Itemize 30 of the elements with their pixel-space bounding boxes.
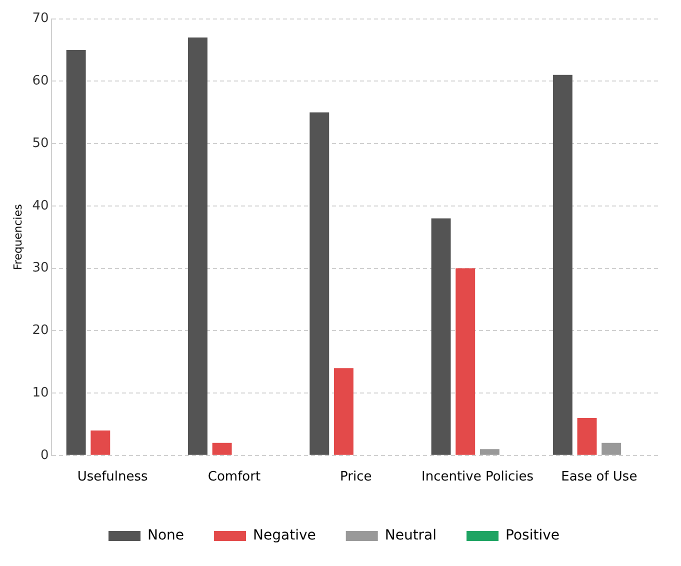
x-tick-label: Incentive Policies bbox=[421, 470, 534, 485]
bar bbox=[212, 442, 232, 455]
legend-label: Negative bbox=[253, 528, 316, 544]
legend-label: Neutral bbox=[384, 528, 437, 544]
y-tick-label: 70 bbox=[32, 11, 49, 26]
bar bbox=[577, 418, 597, 455]
y-tick-label: 10 bbox=[32, 385, 49, 400]
bar bbox=[431, 218, 451, 455]
bar bbox=[90, 430, 110, 455]
legend-label: Positive bbox=[506, 528, 560, 544]
y-tick-label: 60 bbox=[32, 74, 49, 89]
y-tick-label: 20 bbox=[32, 323, 49, 338]
y-tick-label: 30 bbox=[32, 260, 49, 276]
bar bbox=[602, 442, 622, 455]
x-tick-label: Comfort bbox=[208, 470, 261, 485]
bar bbox=[552, 74, 572, 455]
bar bbox=[334, 368, 354, 455]
y-tick-label: 0 bbox=[40, 448, 49, 463]
x-tick-label: Ease of Use bbox=[561, 470, 638, 485]
bar bbox=[66, 50, 86, 455]
x-tick-label: Price bbox=[340, 470, 372, 485]
bar bbox=[480, 449, 500, 455]
y-tick-label: 50 bbox=[32, 136, 49, 151]
legend-label: None bbox=[148, 528, 184, 544]
y-axis-title: Frequencies bbox=[11, 204, 24, 270]
bar bbox=[310, 112, 330, 455]
bar bbox=[456, 268, 476, 455]
y-tick-label: 40 bbox=[32, 198, 49, 214]
x-tick-label: Usefulness bbox=[77, 470, 148, 485]
bar bbox=[188, 38, 208, 455]
